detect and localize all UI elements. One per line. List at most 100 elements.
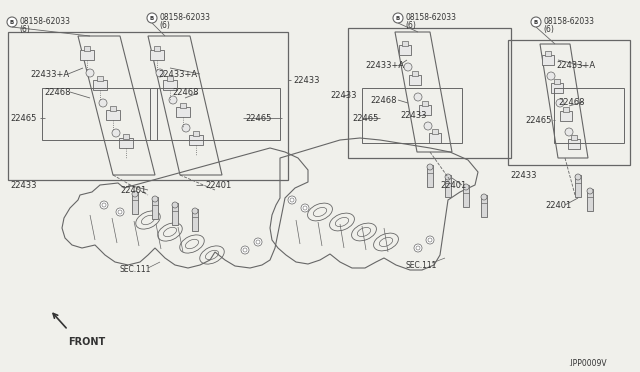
Text: SEC.111: SEC.111 — [120, 266, 152, 275]
Circle shape — [172, 202, 178, 208]
Text: FRONT: FRONT — [68, 337, 105, 347]
Bar — [560, 111, 572, 121]
Bar — [163, 80, 177, 90]
Text: 22401: 22401 — [440, 180, 467, 189]
Bar — [132, 192, 138, 214]
Text: 22433+A: 22433+A — [556, 61, 595, 70]
Text: B: B — [10, 19, 14, 25]
Bar — [399, 45, 411, 55]
Circle shape — [256, 240, 260, 244]
Text: 22468: 22468 — [370, 96, 397, 105]
Bar — [542, 55, 554, 65]
Text: 22401: 22401 — [205, 180, 231, 189]
Bar — [463, 185, 469, 207]
Circle shape — [428, 238, 432, 242]
Bar — [152, 197, 158, 219]
Text: (6): (6) — [405, 20, 416, 29]
Text: 08158-62033: 08158-62033 — [543, 16, 594, 26]
Circle shape — [463, 184, 469, 190]
Text: 22433: 22433 — [510, 170, 536, 180]
Bar — [422, 101, 428, 106]
Text: 22433: 22433 — [400, 110, 426, 119]
Circle shape — [100, 201, 108, 209]
Text: 22433+A: 22433+A — [365, 61, 404, 70]
Circle shape — [147, 13, 157, 23]
Circle shape — [132, 191, 138, 197]
Bar — [545, 51, 551, 56]
Text: 22465: 22465 — [525, 115, 552, 125]
Bar — [97, 76, 103, 81]
Circle shape — [290, 198, 294, 202]
Bar — [154, 46, 160, 51]
Bar — [554, 79, 560, 84]
Bar — [402, 41, 408, 46]
Text: B: B — [396, 16, 400, 20]
Bar — [192, 209, 198, 231]
Bar — [193, 131, 199, 136]
Text: SEC.111: SEC.111 — [405, 260, 436, 269]
Circle shape — [192, 208, 198, 214]
Bar — [481, 195, 487, 217]
Text: 22433+A: 22433+A — [158, 70, 197, 78]
Text: (6): (6) — [543, 25, 554, 33]
Bar — [119, 138, 133, 148]
Bar — [429, 133, 441, 143]
Bar — [110, 106, 116, 111]
Bar — [176, 107, 190, 117]
Circle shape — [426, 236, 434, 244]
Text: .IPP0009V: .IPP0009V — [568, 359, 607, 369]
Circle shape — [556, 99, 564, 107]
Bar — [432, 129, 438, 134]
Text: 22433: 22433 — [10, 180, 36, 189]
Text: 22465: 22465 — [245, 113, 271, 122]
Bar — [551, 83, 563, 93]
Circle shape — [243, 248, 247, 252]
Text: 22465: 22465 — [352, 113, 378, 122]
Circle shape — [99, 99, 107, 107]
Text: (6): (6) — [159, 20, 170, 29]
Circle shape — [169, 96, 177, 104]
Bar — [563, 107, 569, 112]
Text: 08158-62033: 08158-62033 — [19, 16, 70, 26]
Circle shape — [424, 122, 432, 130]
Circle shape — [102, 203, 106, 207]
Bar — [348, 28, 511, 158]
Circle shape — [241, 246, 249, 254]
Circle shape — [565, 128, 573, 136]
Circle shape — [301, 204, 309, 212]
Bar — [409, 75, 421, 85]
Text: 22468: 22468 — [44, 87, 70, 96]
Bar — [42, 88, 157, 140]
Bar — [123, 134, 129, 139]
Circle shape — [427, 164, 433, 170]
Circle shape — [112, 129, 120, 137]
Text: 22465: 22465 — [10, 113, 36, 122]
Circle shape — [152, 196, 158, 202]
Bar — [554, 88, 624, 143]
Text: 22433+A: 22433+A — [30, 70, 69, 78]
Bar — [106, 110, 120, 120]
Circle shape — [156, 69, 164, 77]
Bar — [93, 80, 107, 90]
Text: 22401: 22401 — [545, 201, 572, 209]
Circle shape — [547, 72, 555, 80]
Text: 08158-62033: 08158-62033 — [405, 13, 456, 22]
Text: B: B — [534, 19, 538, 25]
Circle shape — [288, 196, 296, 204]
Text: 22433: 22433 — [330, 90, 356, 99]
Circle shape — [254, 238, 262, 246]
Bar — [84, 46, 90, 51]
Circle shape — [303, 206, 307, 210]
Text: 22468: 22468 — [172, 87, 198, 96]
Circle shape — [118, 210, 122, 214]
Bar — [189, 135, 203, 145]
Bar — [571, 135, 577, 140]
Circle shape — [393, 13, 403, 23]
Circle shape — [86, 69, 94, 77]
Circle shape — [182, 124, 190, 132]
Bar — [575, 175, 581, 197]
Circle shape — [7, 17, 17, 27]
Circle shape — [575, 174, 581, 180]
Circle shape — [404, 63, 412, 71]
Bar — [508, 40, 630, 165]
